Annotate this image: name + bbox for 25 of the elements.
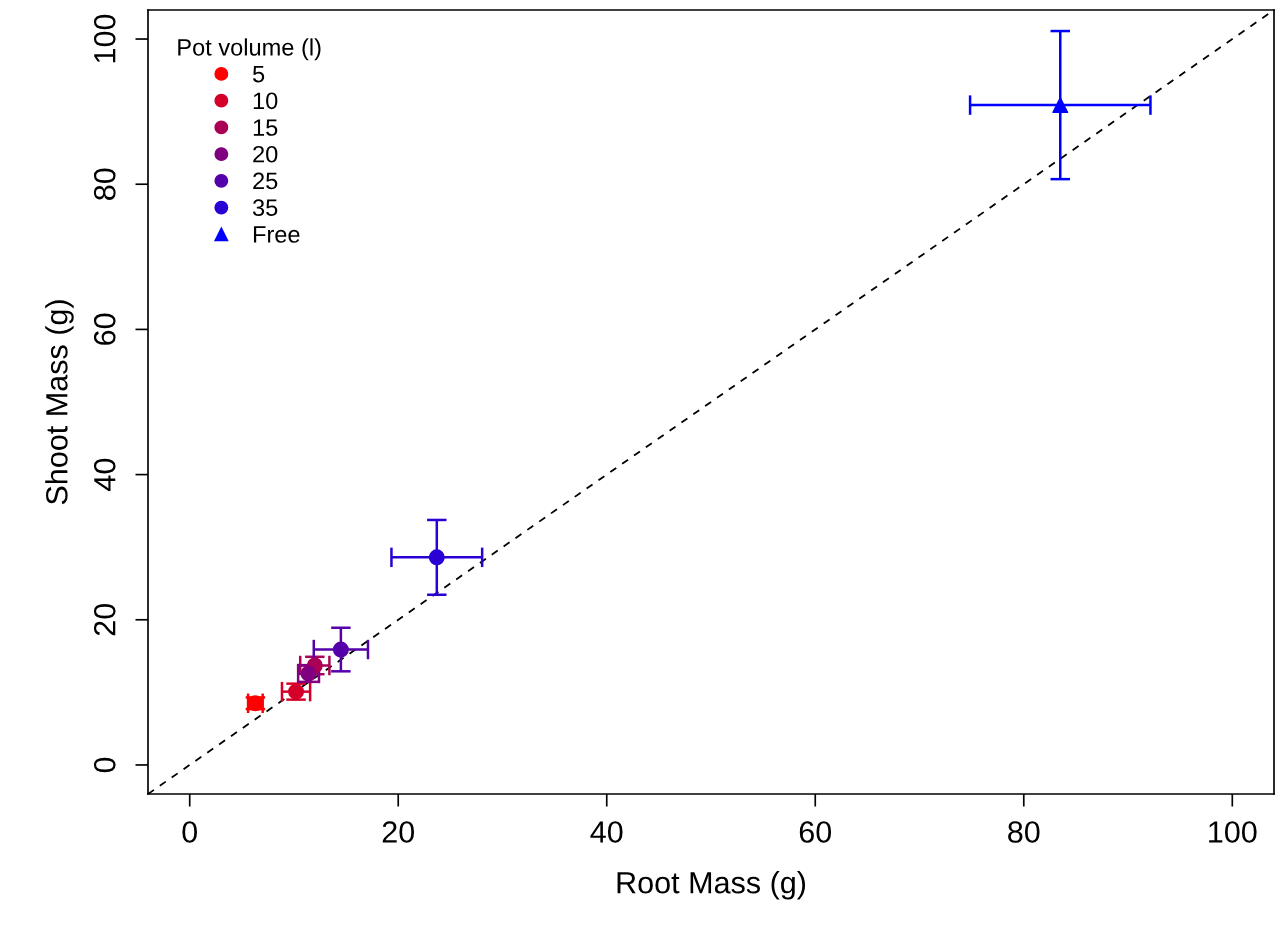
legend-label: Free (253, 226, 300, 243)
x-tick-label: 80 (1008, 821, 1040, 843)
legend-label: 15 (253, 119, 278, 136)
point (1052, 97, 1069, 114)
y-axis-title: Shoot Mass (g) (45, 300, 74, 505)
y-tick-label: 20 (93, 603, 116, 636)
x-tick-label: 60 (799, 821, 832, 843)
y-tick-label: 60 (93, 313, 116, 345)
y-tick-label: 40 (93, 458, 116, 491)
x-tick-label: 100 (1209, 821, 1257, 843)
legend-label: 10 (253, 92, 278, 110)
legend-label: 25 (253, 172, 278, 190)
x-axis-title: Root Mass (g) (617, 871, 806, 900)
y-tick-label: 0 (93, 757, 116, 773)
x-tick-label: 40 (590, 821, 623, 843)
x-tick-label: 20 (382, 821, 415, 843)
point (428, 549, 445, 566)
legend-label: 35 (252, 199, 278, 217)
point (332, 641, 349, 658)
y-tick-label: 80 (93, 168, 116, 200)
legend-label: 20 (253, 145, 278, 163)
legend-title: Pot volume (l) (178, 38, 321, 61)
legend-label: 5 (252, 65, 265, 83)
x-tick-label: 0 (182, 821, 198, 843)
y-tick-label: 100 (93, 14, 116, 63)
